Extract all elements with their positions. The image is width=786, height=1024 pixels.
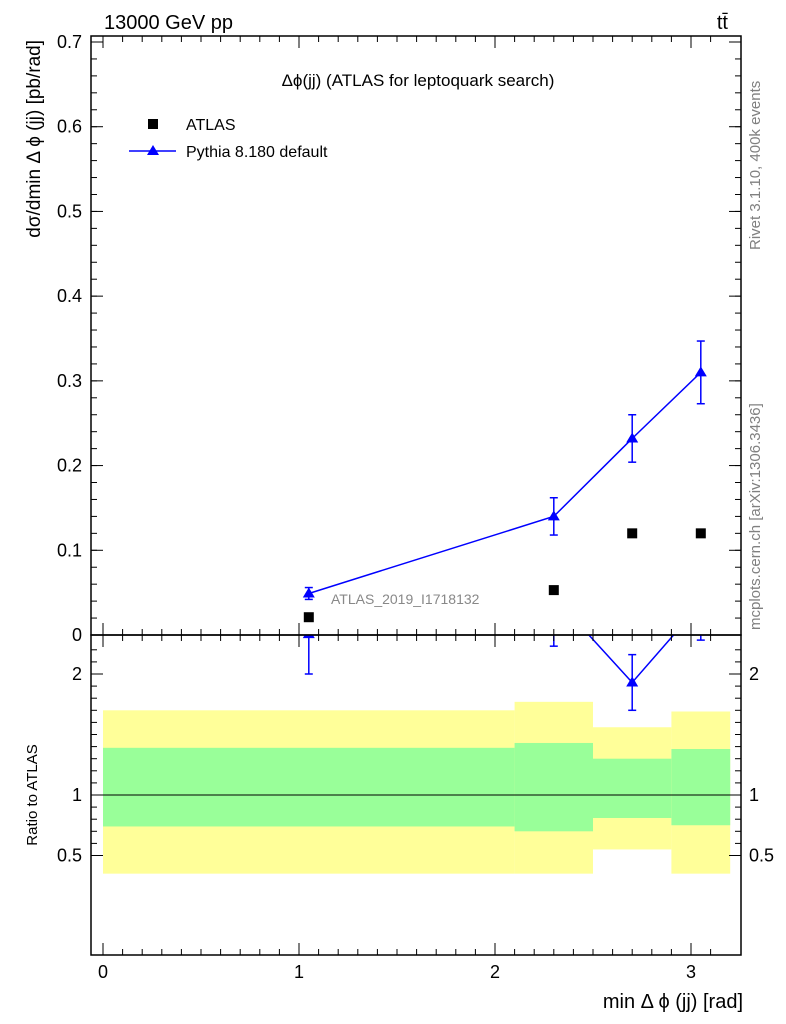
ratio-y-tick-label: 1 [72,785,82,805]
ratio-pythia-point [695,598,707,608]
y-tick-label: 0.6 [57,117,82,137]
atlas-point [627,528,638,539]
legend-atlas-marker [148,119,158,129]
ratio-y-tick-label-right: 2 [749,664,759,684]
atlas-point [303,612,314,623]
mcplots-label: mcplots.cern.ch [arXiv:1306.3436] [747,403,764,630]
legend-pythia-marker [147,145,159,155]
ratio-y-tick-label: 0.5 [57,846,82,866]
ratio-panel: 0.5 0.5 1 1 2 2 0 1 2 3 Ratio to ATLAS min Δ ϕ (j… [24,598,774,1013]
atlas-point [548,585,559,596]
annotation-label: ATLAS_2019_I1718132 [331,591,480,607]
inner-band-segment [103,747,515,827]
ratio-y-tick-label-right: 1 [749,785,759,805]
rivet-label: Rivet 3.1.10, 400k events [747,81,764,250]
ratio-pythia-line [587,635,675,684]
atlas-point [695,528,706,539]
main-title: Δϕ(jj) (ATLAS for leptoquark search) [282,71,555,90]
inner-band-segment [514,742,593,832]
inner-band-segment [671,749,731,826]
inner-band-segment [593,758,672,818]
main-y-axis-label: dσ/dmin Δ ϕ (jj) [pb/rad] [24,40,45,238]
x-axis-label: min Δ ϕ (jj) [rad] [603,991,743,1013]
pythia-point [694,366,707,377]
y-tick-label: 0.5 [57,201,82,221]
x-tick-label: 2 [490,962,500,982]
legend-atlas-label: ATLAS [186,117,236,134]
legend-pythia-label: Pythia 8.180 default [186,144,328,161]
ratio-y-tick-label-right: 0.5 [749,846,774,866]
ratio-pythia-point [626,676,639,687]
ratio-pythia-point [302,635,315,639]
y-tick-label: 0.3 [57,371,82,391]
ratio-y-axis-label: Ratio to ATLAS [24,744,41,845]
process-label: tt̄ [717,12,729,34]
y-tick-label: 0.1 [57,540,82,560]
pythia-line [308,371,702,595]
pythia-point [626,432,639,443]
x-tick-label: 1 [294,962,304,982]
x-tick-label: 0 [98,962,108,982]
pythia-point [547,510,560,521]
energy-label: 13000 GeV pp [104,12,233,34]
ratio-y-tick-label: 2 [72,664,82,684]
y-tick-label: 0 [72,625,82,645]
legend: ATLAS Pythia 8.180 default [129,117,328,161]
main-panel: 0 0.1 0.2 0.3 0.4 0.5 0.6 0.7 Δϕ(jj) (ATLAS for… [24,32,742,645]
x-tick-label: 3 [686,962,696,982]
pythia-point [302,587,315,598]
y-tick-label: 0.4 [57,286,82,306]
y-tick-label: 0.2 [57,456,82,476]
y-tick-label: 0.7 [57,32,82,52]
